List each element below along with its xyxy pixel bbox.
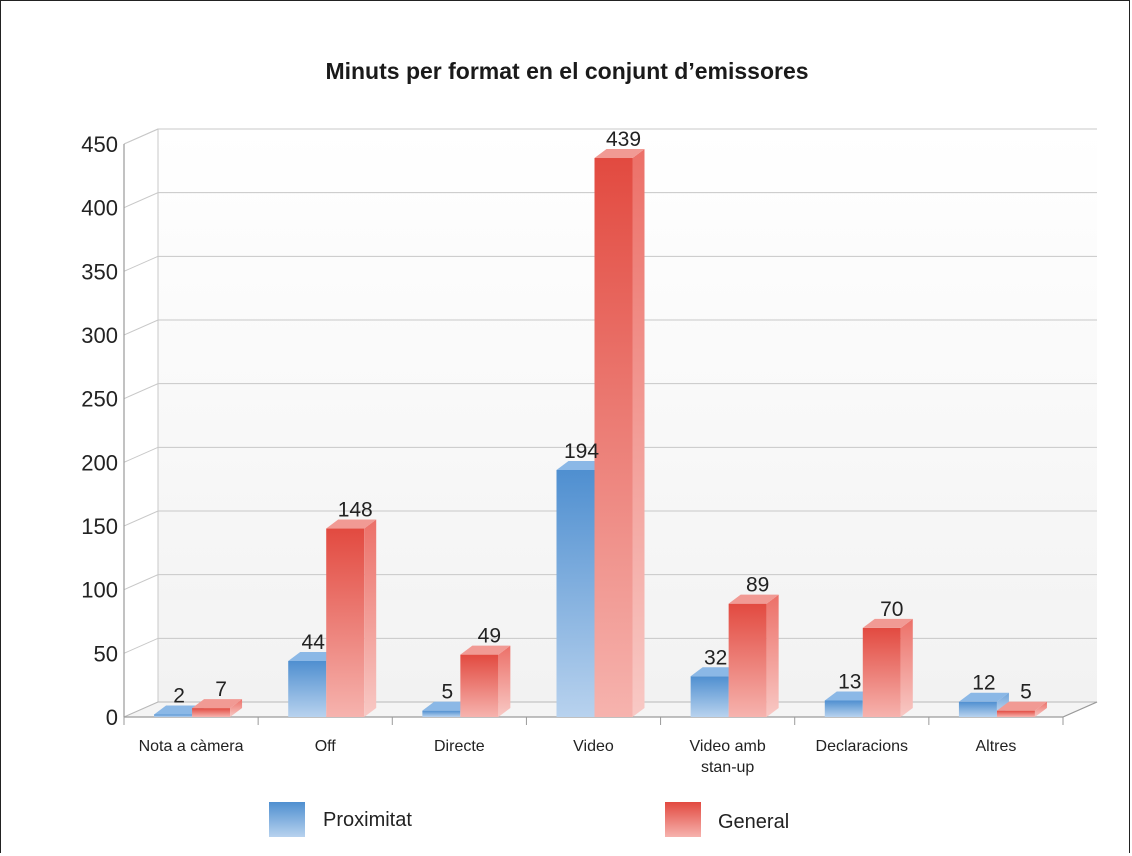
bar-front (728, 603, 767, 717)
x-tick-label: Off (315, 738, 337, 755)
y-tick-label: 150 (81, 514, 118, 539)
bar-general[interactable] (192, 699, 243, 717)
legend-item-general[interactable]: General (665, 802, 789, 837)
data-label: 49 (478, 625, 501, 648)
y-tick-label: 300 (81, 323, 118, 348)
chart-bars (154, 149, 1047, 718)
x-tick-label: Directe (434, 738, 485, 755)
bar-general[interactable] (594, 149, 645, 718)
bar-top (594, 149, 645, 159)
bar-top (422, 701, 473, 711)
bar-front (862, 627, 901, 717)
bar-general[interactable] (996, 701, 1047, 717)
x-tick-label: Declaracions (816, 738, 908, 755)
data-label: 70 (880, 598, 903, 621)
bar-front (460, 654, 499, 717)
y-tick-label: 250 (81, 387, 118, 412)
bar-side (230, 699, 243, 717)
y-tick-label: 100 (81, 578, 118, 603)
bar-front (326, 528, 365, 717)
x-axis-end-edge (1062, 701, 1098, 718)
legend-swatch-proximitat (269, 802, 305, 837)
bar-proximitat[interactable] (556, 460, 607, 717)
bar-front (594, 158, 633, 718)
legend-label-general: General (718, 811, 789, 833)
bar-front (556, 469, 595, 717)
bar-front (192, 708, 231, 717)
y-tick-label: 200 (81, 450, 118, 475)
data-label: 439 (606, 128, 641, 151)
bar-top (326, 519, 377, 529)
bar-general[interactable] (460, 645, 511, 717)
x-tick-label: Nota a càmera (139, 738, 244, 755)
data-label: 5 (442, 681, 454, 704)
data-label: 89 (746, 574, 769, 597)
data-label: 12 (972, 672, 995, 695)
data-label: 5 (1020, 681, 1032, 704)
bar-front (422, 710, 461, 717)
bar-side (632, 149, 645, 718)
bar-top (154, 705, 205, 715)
legend-swatch-general (665, 802, 701, 837)
bar-top (862, 618, 913, 628)
bar-top (288, 651, 339, 661)
bar-top (192, 699, 243, 709)
bar-front (288, 660, 327, 717)
bar-top (556, 460, 607, 470)
bar-side (900, 618, 913, 717)
bar-general[interactable] (728, 594, 779, 717)
legend-item-proximitat[interactable]: Proximitat (269, 802, 412, 837)
y-tick-label: 400 (81, 196, 118, 221)
y-tick-label: 0 (106, 705, 118, 730)
legend: Proximitat General (269, 802, 789, 837)
data-label: 148 (338, 499, 373, 522)
data-label: 13 (838, 670, 861, 693)
data-label: 44 (302, 631, 326, 654)
data-label: 194 (564, 440, 599, 463)
legend-label-proximitat: Proximitat (323, 809, 412, 831)
bar-front (958, 701, 997, 717)
y-tick-label: 350 (81, 259, 118, 284)
bar-top (690, 667, 741, 677)
bar-general[interactable] (862, 618, 913, 717)
bar-side (364, 519, 377, 717)
bar-general[interactable] (326, 519, 377, 717)
chart-title: Minuts per format en el conjunt d’emisso… (325, 58, 808, 84)
bar-front (996, 710, 1035, 717)
bar-side (498, 645, 511, 717)
x-tick-label: Video (573, 738, 614, 755)
bar-side (1034, 701, 1047, 717)
x-tick-label: Video amb stan-up (690, 738, 766, 776)
bar-front (154, 714, 193, 717)
bar-top (996, 701, 1047, 711)
bar-top (728, 594, 779, 604)
chart-data-labels: 2 44 5 194 32 13 12 7 148 49 439 89 70 5 (173, 128, 1032, 707)
bar-top (824, 691, 875, 701)
data-label: 7 (215, 678, 227, 701)
bar-front (824, 700, 863, 717)
bar-front (690, 676, 729, 717)
x-tick-label: Altres (975, 738, 1016, 755)
y-tick-label: 450 (81, 132, 118, 157)
bar-top (958, 692, 1009, 702)
bar-side (766, 594, 779, 717)
data-label: 2 (173, 684, 185, 707)
data-label: 32 (704, 646, 727, 669)
bar-top (460, 645, 511, 655)
y-tick-label: 50 (94, 641, 118, 666)
